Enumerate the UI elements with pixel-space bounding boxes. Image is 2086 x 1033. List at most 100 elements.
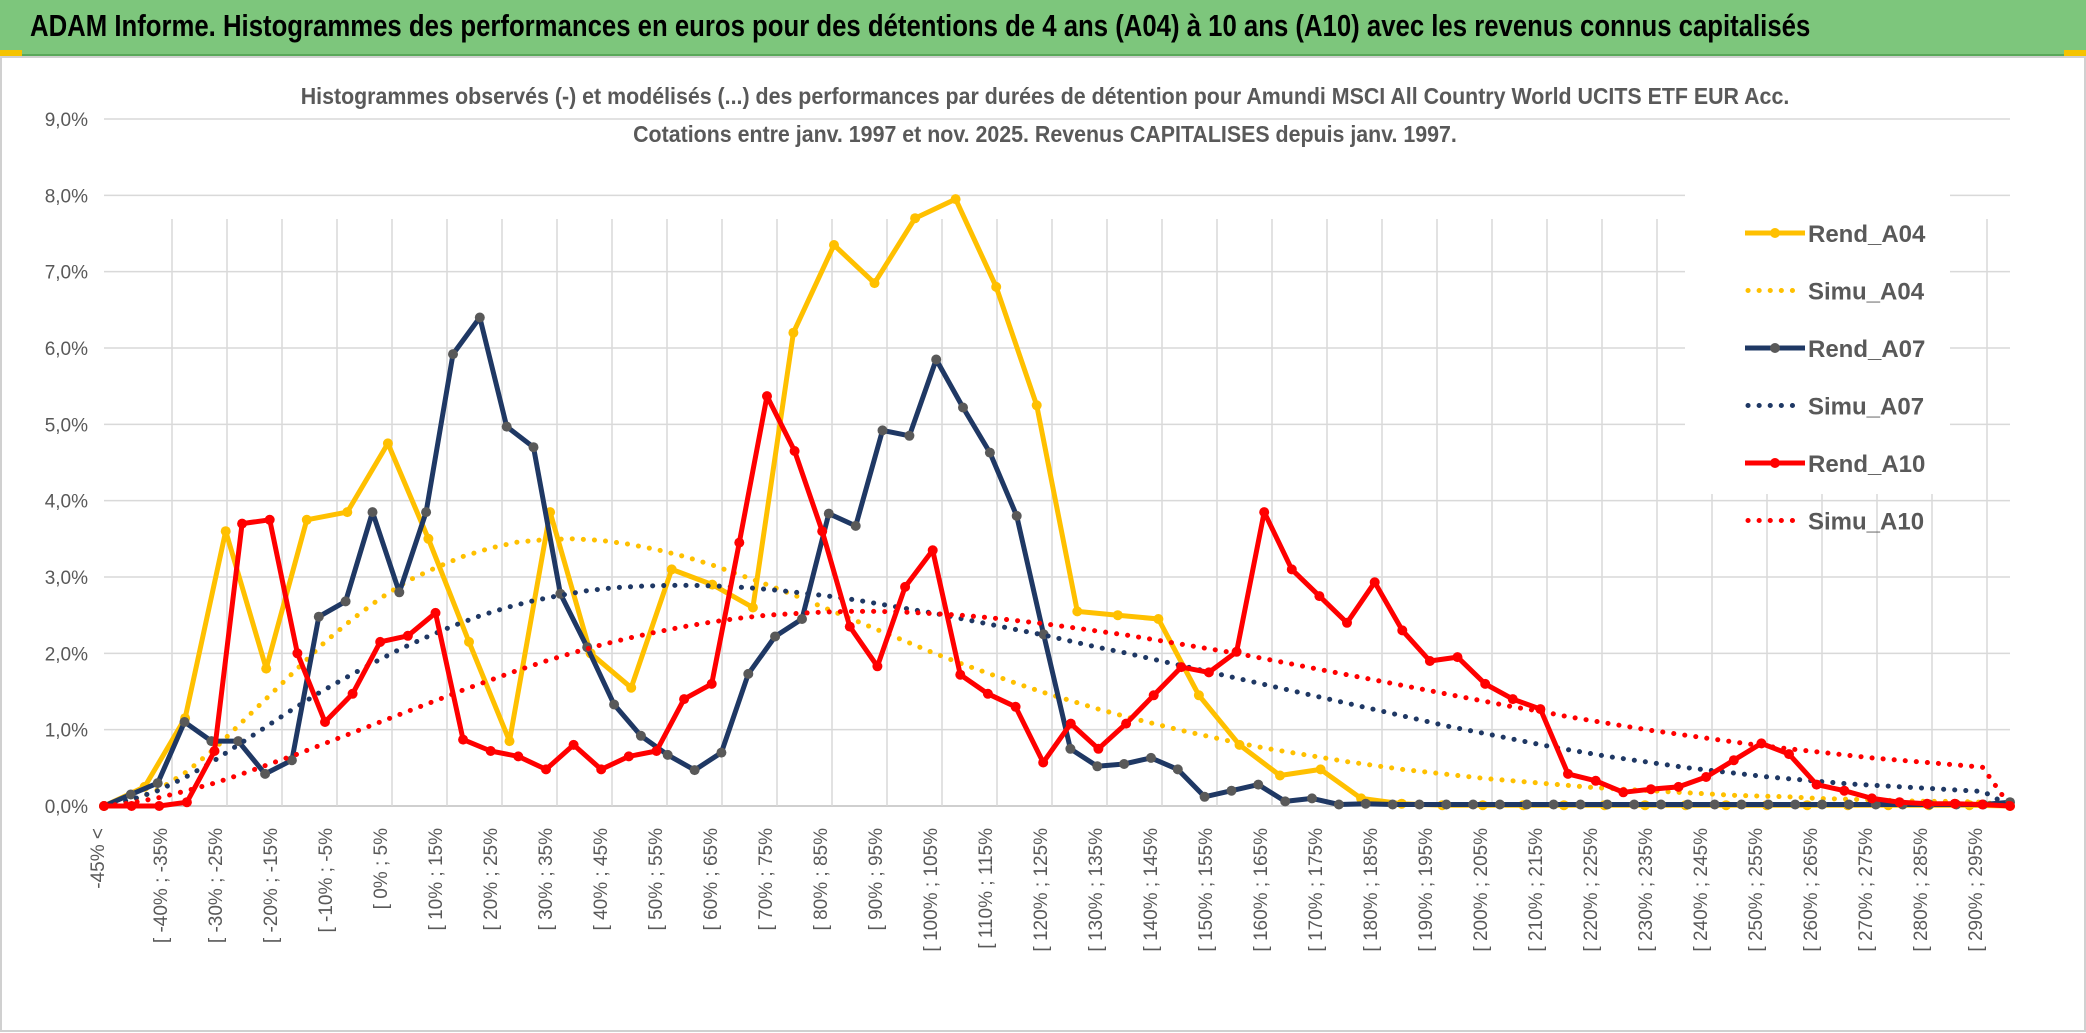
- data-point-rend_a07: [1333, 799, 1344, 810]
- data-point-rend_a10: [1203, 667, 1214, 678]
- data-point-rend_a10: [1424, 656, 1435, 666]
- data-point-rend_a04: [1072, 606, 1083, 617]
- data-point-rend_a07: [797, 614, 807, 624]
- data-point-rend_a07: [474, 312, 485, 323]
- data-point-rend_a04: [261, 663, 272, 674]
- data-point-rend_a10: [209, 746, 220, 756]
- y-tick-label: 5,0%: [45, 415, 88, 436]
- data-point-rend_a10: [320, 717, 330, 727]
- data-point-rend_a07: [609, 699, 620, 710]
- data-point-rend_a07: [958, 402, 968, 413]
- data-point-rend_a07: [233, 736, 244, 747]
- data-point-rend_a10: [1894, 797, 1905, 808]
- x-tick-label: [ 130% ; 135%: [1086, 828, 1107, 952]
- x-tick-label: [ 270% ; 275%: [1856, 828, 1877, 952]
- data-point-rend_a04: [1275, 770, 1285, 781]
- x-tick-label: [ 250% ; 255%: [1746, 828, 1767, 952]
- x-tick-label: [ 190% ; 195%: [1416, 828, 1437, 952]
- data-point-rend_a07: [1656, 799, 1666, 810]
- data-point-rend_a07: [1226, 785, 1237, 796]
- legend-marker: [1770, 228, 1780, 238]
- legend-label: Rend_A07: [1808, 336, 1925, 363]
- data-point-rend_a07: [1817, 799, 1828, 810]
- data-point-rend_a10: [982, 688, 993, 699]
- x-axis-ticks: -45% < [ -40% ; -35% [ -30% ; -25% [ -20% ;…: [88, 828, 1987, 952]
- legend-label: Simu_A04: [1808, 279, 1925, 306]
- data-point-rend_a07: [1360, 798, 1371, 809]
- data-point-rend_a04: [950, 194, 961, 205]
- data-point-rend_a07: [1280, 796, 1291, 807]
- data-point-rend_a07: [1065, 743, 1076, 754]
- data-point-rend_a10: [568, 739, 579, 750]
- data-point-rend_a04: [382, 438, 393, 449]
- data-point-rend_a10: [347, 688, 358, 699]
- data-point-rend_a10: [1618, 787, 1629, 798]
- data-point-rend_a10: [762, 391, 772, 402]
- corner-accent-left: [0, 50, 22, 56]
- data-point-rend_a07: [394, 587, 405, 598]
- y-tick-label: 8,0%: [45, 186, 88, 207]
- data-point-rend_a10: [623, 751, 634, 762]
- y-axis-ticks: 0,0% 1,0% 2,0% 3,0% 4,0% 5,0% 6,0% 7,0% 8,0% 9,0%: [45, 110, 88, 818]
- x-tick-label: [ -40% ; -35%: [151, 828, 172, 943]
- data-point-rend_a10: [734, 537, 745, 548]
- data-point-rend_a04: [423, 533, 434, 544]
- data-point-rend_a10: [1784, 749, 1794, 760]
- series-line-simu_a10: [101, 608, 2013, 809]
- data-point-rend_a10: [1397, 625, 1408, 636]
- y-tick-label: 3,0%: [45, 568, 88, 589]
- data-point-rend_a04: [1031, 400, 1042, 411]
- data-point-rend_a10: [1286, 564, 1297, 575]
- data-point-rend_a07: [1521, 799, 1532, 810]
- x-tick-label: [ 70% ; 75%: [756, 828, 777, 931]
- data-point-rend_a07: [931, 354, 942, 365]
- x-tick-label: [ -10% ; -5%: [316, 828, 337, 933]
- data-point-rend_a10: [789, 446, 800, 456]
- x-tick-label: [ 180% ; 185%: [1361, 828, 1382, 952]
- data-point-rend_a04: [747, 602, 758, 613]
- data-point-rend_a10: [1866, 793, 1877, 804]
- data-point-rend_a07: [1414, 799, 1425, 810]
- data-point-rend_a07: [743, 668, 754, 679]
- data-point-rend_a10: [900, 581, 911, 592]
- legend-label: Simu_A10: [1808, 509, 1924, 536]
- data-point-rend_a10: [154, 801, 165, 811]
- legend-background: [1685, 174, 1950, 494]
- data-point-rend_a10: [844, 621, 855, 632]
- legend-label: Rend_A10: [1808, 451, 1925, 478]
- data-point-rend_a10: [1038, 757, 1049, 768]
- data-point-rend_a10: [1563, 768, 1573, 779]
- data-point-rend_a10: [1590, 775, 1601, 786]
- report-banner: ADAM Informe. Histogrammes des performan…: [0, 0, 2086, 56]
- data-point-rend_a10: [1645, 784, 1656, 795]
- data-point-rend_a10: [1369, 577, 1380, 588]
- data-point-rend_a10: [596, 764, 607, 775]
- data-point-rend_a07: [1146, 752, 1156, 763]
- x-tick-label: [ 80% ; 85%: [811, 828, 832, 931]
- y-tick-label: 4,0%: [45, 492, 88, 513]
- x-tick-label: [ -30% ; -25%: [206, 828, 227, 943]
- data-point-rend_a10: [126, 801, 137, 811]
- data-point-rend_a07: [1548, 799, 1559, 810]
- data-point-rend_a10: [402, 630, 413, 641]
- x-tick-label: [ 160% ; 165%: [1251, 828, 1272, 952]
- data-point-rend_a10: [955, 669, 966, 680]
- data-point-rend_a07: [340, 596, 351, 607]
- data-point-rend_a07: [1253, 779, 1264, 790]
- data-point-rend_a10: [1176, 662, 1187, 673]
- x-tick-label: [ 220% ; 225%: [1581, 828, 1602, 952]
- data-point-rend_a10: [1093, 743, 1104, 754]
- data-point-rend_a10: [1977, 799, 1988, 810]
- data-point-rend_a07: [501, 421, 512, 432]
- data-point-rend_a07: [1763, 799, 1774, 810]
- legend-marker: [1770, 458, 1780, 468]
- legend-label: Simu_A07: [1808, 394, 1924, 421]
- data-point-rend_a04: [220, 526, 231, 537]
- data-point-rend_a10: [264, 514, 275, 525]
- y-tick-label: 1,0%: [45, 721, 88, 742]
- data-point-rend_a04: [464, 636, 474, 647]
- data-point-rend_a10: [817, 526, 828, 537]
- x-tick-label: [ 170% ; 175%: [1306, 828, 1327, 952]
- x-tick-label: [ 30% ; 35%: [536, 828, 557, 931]
- data-point-rend_a10: [1010, 701, 1021, 712]
